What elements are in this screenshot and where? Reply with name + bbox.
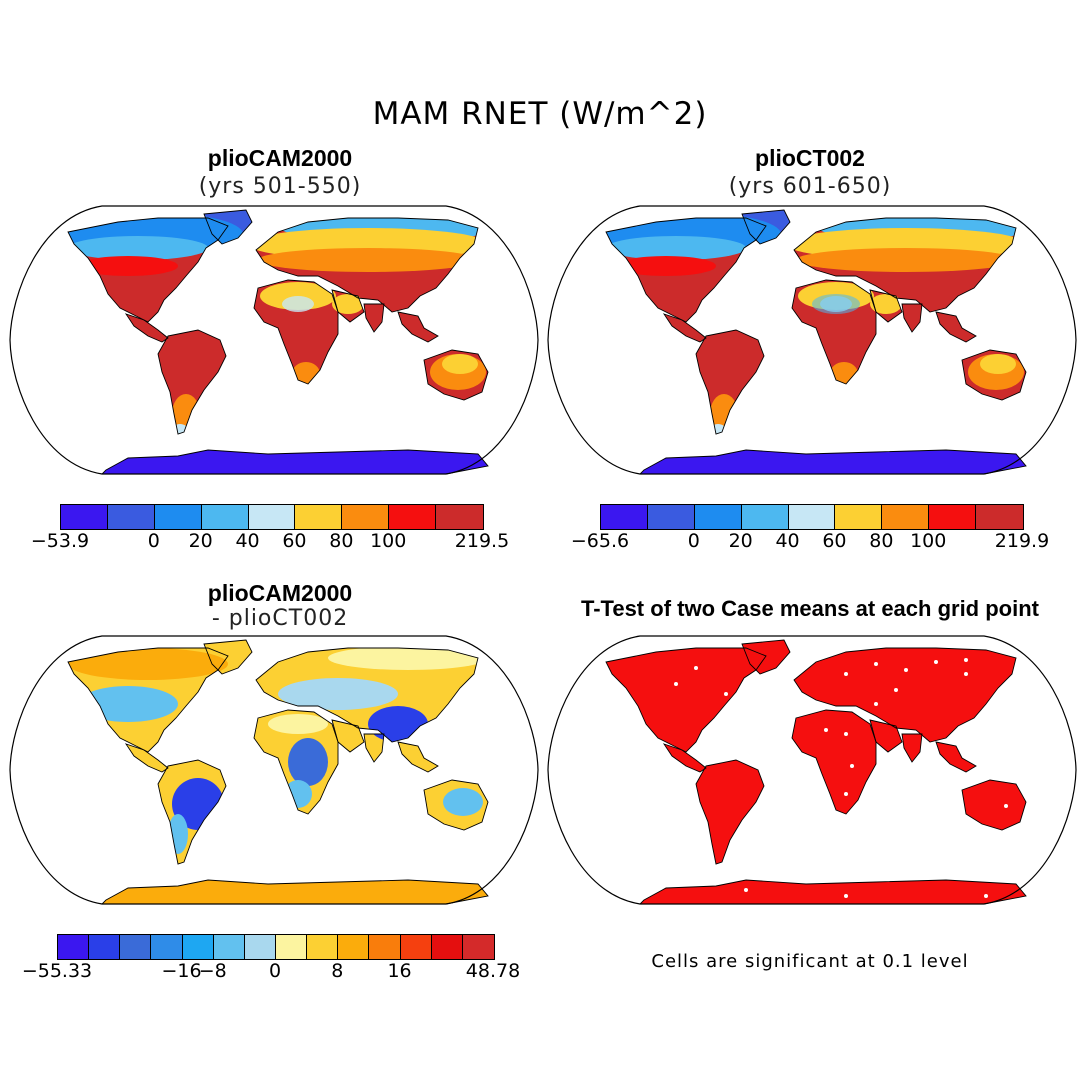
panel-title-pliocT002: plioCT002 bbox=[755, 145, 865, 171]
panel-subtitle-pliocT002: (yrs 601-650) bbox=[728, 174, 892, 199]
colorbar-tick-label: 80 bbox=[329, 530, 354, 552]
colorbar-tick-label: −55.33 bbox=[21, 960, 93, 982]
colorbar-tick-label: 20 bbox=[728, 530, 753, 552]
colorbar-tick-label: 0 bbox=[687, 530, 700, 552]
colorbar-tick-label: 219.5 bbox=[454, 530, 510, 552]
panel-subtitle-pliocam2000: (yrs 501-550) bbox=[198, 174, 362, 199]
colorbar-tick-label: −8 bbox=[198, 960, 227, 982]
colorbar-tick-label: 16 bbox=[387, 960, 412, 982]
panel-title-pliocam2000: plioCAM2000 bbox=[207, 145, 353, 171]
colorbar-tick-label: 40 bbox=[775, 530, 800, 552]
colorbar-swatch bbox=[462, 935, 494, 959]
map-pliocT002 bbox=[547, 205, 1077, 475]
colorbar-tick-label: 20 bbox=[188, 530, 213, 552]
colorbar-pliocT002 bbox=[600, 504, 1024, 530]
significance-note: Cells are significant at 0.1 level bbox=[651, 951, 969, 972]
colorbar-swatch bbox=[788, 505, 836, 529]
colorbar-tick-label: 219.9 bbox=[994, 530, 1050, 552]
panel-title-difference: plioCAM2000 bbox=[207, 580, 353, 606]
colorbar-swatch bbox=[342, 505, 390, 529]
colorbar-swatch bbox=[307, 935, 339, 959]
colorbar-swatch bbox=[61, 505, 108, 529]
colorbar-swatch bbox=[400, 935, 432, 959]
colorbar-swatch bbox=[741, 505, 789, 529]
panel-title-ttest: T-Test of two Case means at each grid po… bbox=[580, 596, 1039, 621]
colorbar-swatch bbox=[151, 935, 183, 959]
colorbar-tick-label: 100 bbox=[910, 530, 947, 552]
colorbar-swatch bbox=[389, 505, 436, 529]
colorbar-swatch bbox=[213, 935, 245, 959]
colorbar-tick-label: −53.9 bbox=[30, 530, 90, 552]
panel-subtitle-difference: - plioCT002 bbox=[211, 606, 349, 631]
colorbar-swatch bbox=[431, 935, 463, 959]
colorbar-swatch bbox=[338, 935, 370, 959]
colorbar-swatch bbox=[107, 505, 155, 529]
colorbar-tick-label: 60 bbox=[282, 530, 307, 552]
colorbar-tick-label: 60 bbox=[822, 530, 847, 552]
colorbar-tick-label: 8 bbox=[331, 960, 344, 982]
colorbar-swatch bbox=[882, 505, 930, 529]
colorbar-swatch bbox=[929, 505, 976, 529]
colorbar-tick-label: 40 bbox=[235, 530, 260, 552]
colorbar-swatch bbox=[976, 505, 1023, 529]
colorbar-swatch bbox=[120, 935, 152, 959]
colorbar-tick-label: 48.78 bbox=[465, 960, 521, 982]
colorbar-swatch bbox=[182, 935, 214, 959]
colorbar-swatch bbox=[58, 935, 90, 959]
colorbar-tick-label: 0 bbox=[147, 530, 160, 552]
colorbar-swatch bbox=[436, 505, 483, 529]
colorbar-pliocam2000 bbox=[60, 504, 484, 530]
colorbar-swatch bbox=[89, 935, 121, 959]
colorbar-tick-label: −16 bbox=[161, 960, 202, 982]
figure-title: MAM RNET (W/m^2) bbox=[372, 96, 708, 132]
colorbar-swatch bbox=[295, 505, 343, 529]
colorbar-tick-label: 80 bbox=[869, 530, 894, 552]
colorbar-tick-label: −65.6 bbox=[570, 530, 630, 552]
colorbar-swatch bbox=[601, 505, 648, 529]
colorbar-tick-label: 100 bbox=[370, 530, 407, 552]
colorbar-swatch bbox=[647, 505, 695, 529]
colorbar-swatch bbox=[275, 935, 308, 959]
map-pliocam2000 bbox=[9, 205, 539, 475]
colorbar-swatch bbox=[244, 935, 276, 959]
colorbar-swatch bbox=[835, 505, 883, 529]
colorbar-swatch bbox=[201, 505, 249, 529]
map-difference bbox=[9, 635, 539, 905]
colorbar-difference bbox=[57, 934, 495, 960]
colorbar-swatch bbox=[154, 505, 202, 529]
map-ttest-significance bbox=[547, 635, 1077, 905]
colorbar-swatch bbox=[248, 505, 296, 529]
colorbar-swatch bbox=[694, 505, 742, 529]
colorbar-tick-label: 0 bbox=[268, 960, 282, 982]
colorbar-swatch bbox=[369, 935, 401, 959]
